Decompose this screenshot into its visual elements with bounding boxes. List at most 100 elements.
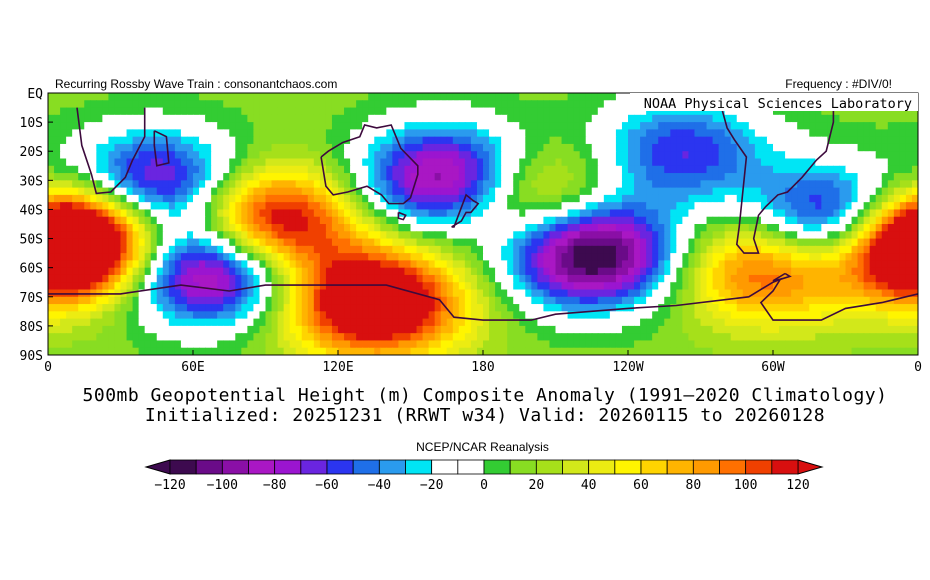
field-cell bbox=[821, 136, 828, 145]
field-cell bbox=[307, 253, 315, 261]
field-cell bbox=[640, 173, 647, 181]
field-cell bbox=[217, 311, 224, 320]
field-cell bbox=[48, 304, 55, 312]
field-cell bbox=[603, 151, 611, 160]
field-cell bbox=[754, 187, 762, 196]
field-cell bbox=[483, 253, 490, 261]
field-cell bbox=[283, 180, 291, 189]
field-cell bbox=[640, 245, 647, 254]
field-cell bbox=[525, 238, 532, 247]
field-cell bbox=[283, 107, 291, 116]
field-cell bbox=[331, 260, 339, 269]
field-cell bbox=[760, 260, 768, 269]
field-cell bbox=[797, 107, 804, 116]
field-cell bbox=[229, 180, 236, 189]
field-cell bbox=[301, 136, 309, 145]
field-cell bbox=[845, 187, 853, 196]
field-cell bbox=[48, 311, 55, 320]
field-cell bbox=[422, 311, 430, 320]
field-cell bbox=[670, 231, 677, 240]
field-cell bbox=[247, 325, 255, 334]
field-cell bbox=[174, 173, 182, 181]
field-cell bbox=[368, 274, 375, 283]
field-cell bbox=[519, 216, 526, 225]
field-cell bbox=[313, 136, 321, 145]
field-cell bbox=[531, 289, 538, 298]
field-cell bbox=[495, 274, 502, 283]
field-cell bbox=[899, 209, 907, 218]
field-cell bbox=[416, 231, 424, 240]
field-cell bbox=[271, 100, 279, 109]
field-cell bbox=[386, 114, 393, 123]
field-cell bbox=[446, 216, 454, 225]
field-cell bbox=[694, 122, 702, 130]
field-cell bbox=[253, 114, 261, 123]
field-cell bbox=[603, 224, 611, 232]
field-cell bbox=[591, 267, 599, 276]
field-cell bbox=[78, 151, 85, 160]
field-cell bbox=[150, 238, 158, 247]
field-cell bbox=[476, 158, 484, 167]
field-cell bbox=[525, 282, 532, 291]
field-cell bbox=[114, 194, 122, 203]
field-cell bbox=[235, 194, 242, 203]
field-cell bbox=[410, 238, 418, 247]
field-cell bbox=[301, 143, 309, 152]
field-cell bbox=[489, 333, 496, 342]
field-cell bbox=[464, 325, 472, 334]
field-cell bbox=[356, 143, 363, 152]
field-cell bbox=[398, 340, 406, 349]
field-cell bbox=[519, 267, 526, 276]
field-cell bbox=[144, 194, 152, 203]
field-cell bbox=[60, 253, 67, 261]
field-cell bbox=[211, 289, 218, 298]
field-cell bbox=[712, 311, 720, 320]
field-cell bbox=[265, 129, 273, 138]
field-cell bbox=[857, 209, 865, 218]
field-cell bbox=[501, 158, 508, 167]
field-cell bbox=[114, 296, 122, 305]
field-cell bbox=[525, 151, 532, 160]
field-cell bbox=[368, 151, 375, 160]
field-cell bbox=[72, 216, 79, 225]
field-cell bbox=[265, 93, 273, 101]
field-cell bbox=[410, 245, 418, 254]
field-cell bbox=[833, 333, 841, 342]
field-cell bbox=[730, 194, 738, 203]
field-cell bbox=[773, 238, 780, 247]
field-cell bbox=[114, 231, 122, 240]
field-cell bbox=[410, 122, 418, 130]
field-cell bbox=[597, 194, 605, 203]
field-cell bbox=[779, 325, 786, 334]
field-cell bbox=[440, 209, 448, 218]
field-cell bbox=[730, 216, 738, 225]
field-cell bbox=[537, 216, 545, 225]
field-cell bbox=[603, 114, 611, 123]
field-cell bbox=[857, 238, 865, 247]
field-cell bbox=[724, 122, 732, 130]
field-cell bbox=[718, 151, 726, 160]
field-cell bbox=[404, 122, 412, 130]
field-cell bbox=[827, 114, 835, 123]
field-cell bbox=[495, 100, 502, 109]
field-cell bbox=[54, 296, 61, 305]
field-cell bbox=[742, 318, 750, 327]
field-cell bbox=[162, 311, 170, 320]
field-cell bbox=[247, 282, 255, 291]
field-cell bbox=[833, 289, 841, 298]
field-cell bbox=[205, 333, 212, 342]
field-cell bbox=[138, 289, 146, 298]
field-cell bbox=[827, 158, 835, 167]
field-cell bbox=[356, 253, 363, 261]
field-cell bbox=[579, 136, 587, 145]
field-cell bbox=[78, 100, 85, 109]
field-cell bbox=[295, 216, 303, 225]
field-cell bbox=[694, 333, 702, 342]
field-cell bbox=[754, 209, 762, 218]
field-cell bbox=[350, 114, 357, 123]
field-cell bbox=[174, 245, 182, 254]
field-cell bbox=[779, 238, 786, 247]
field-cell bbox=[132, 289, 140, 298]
field-cell bbox=[362, 216, 369, 225]
field-cell bbox=[815, 282, 822, 291]
